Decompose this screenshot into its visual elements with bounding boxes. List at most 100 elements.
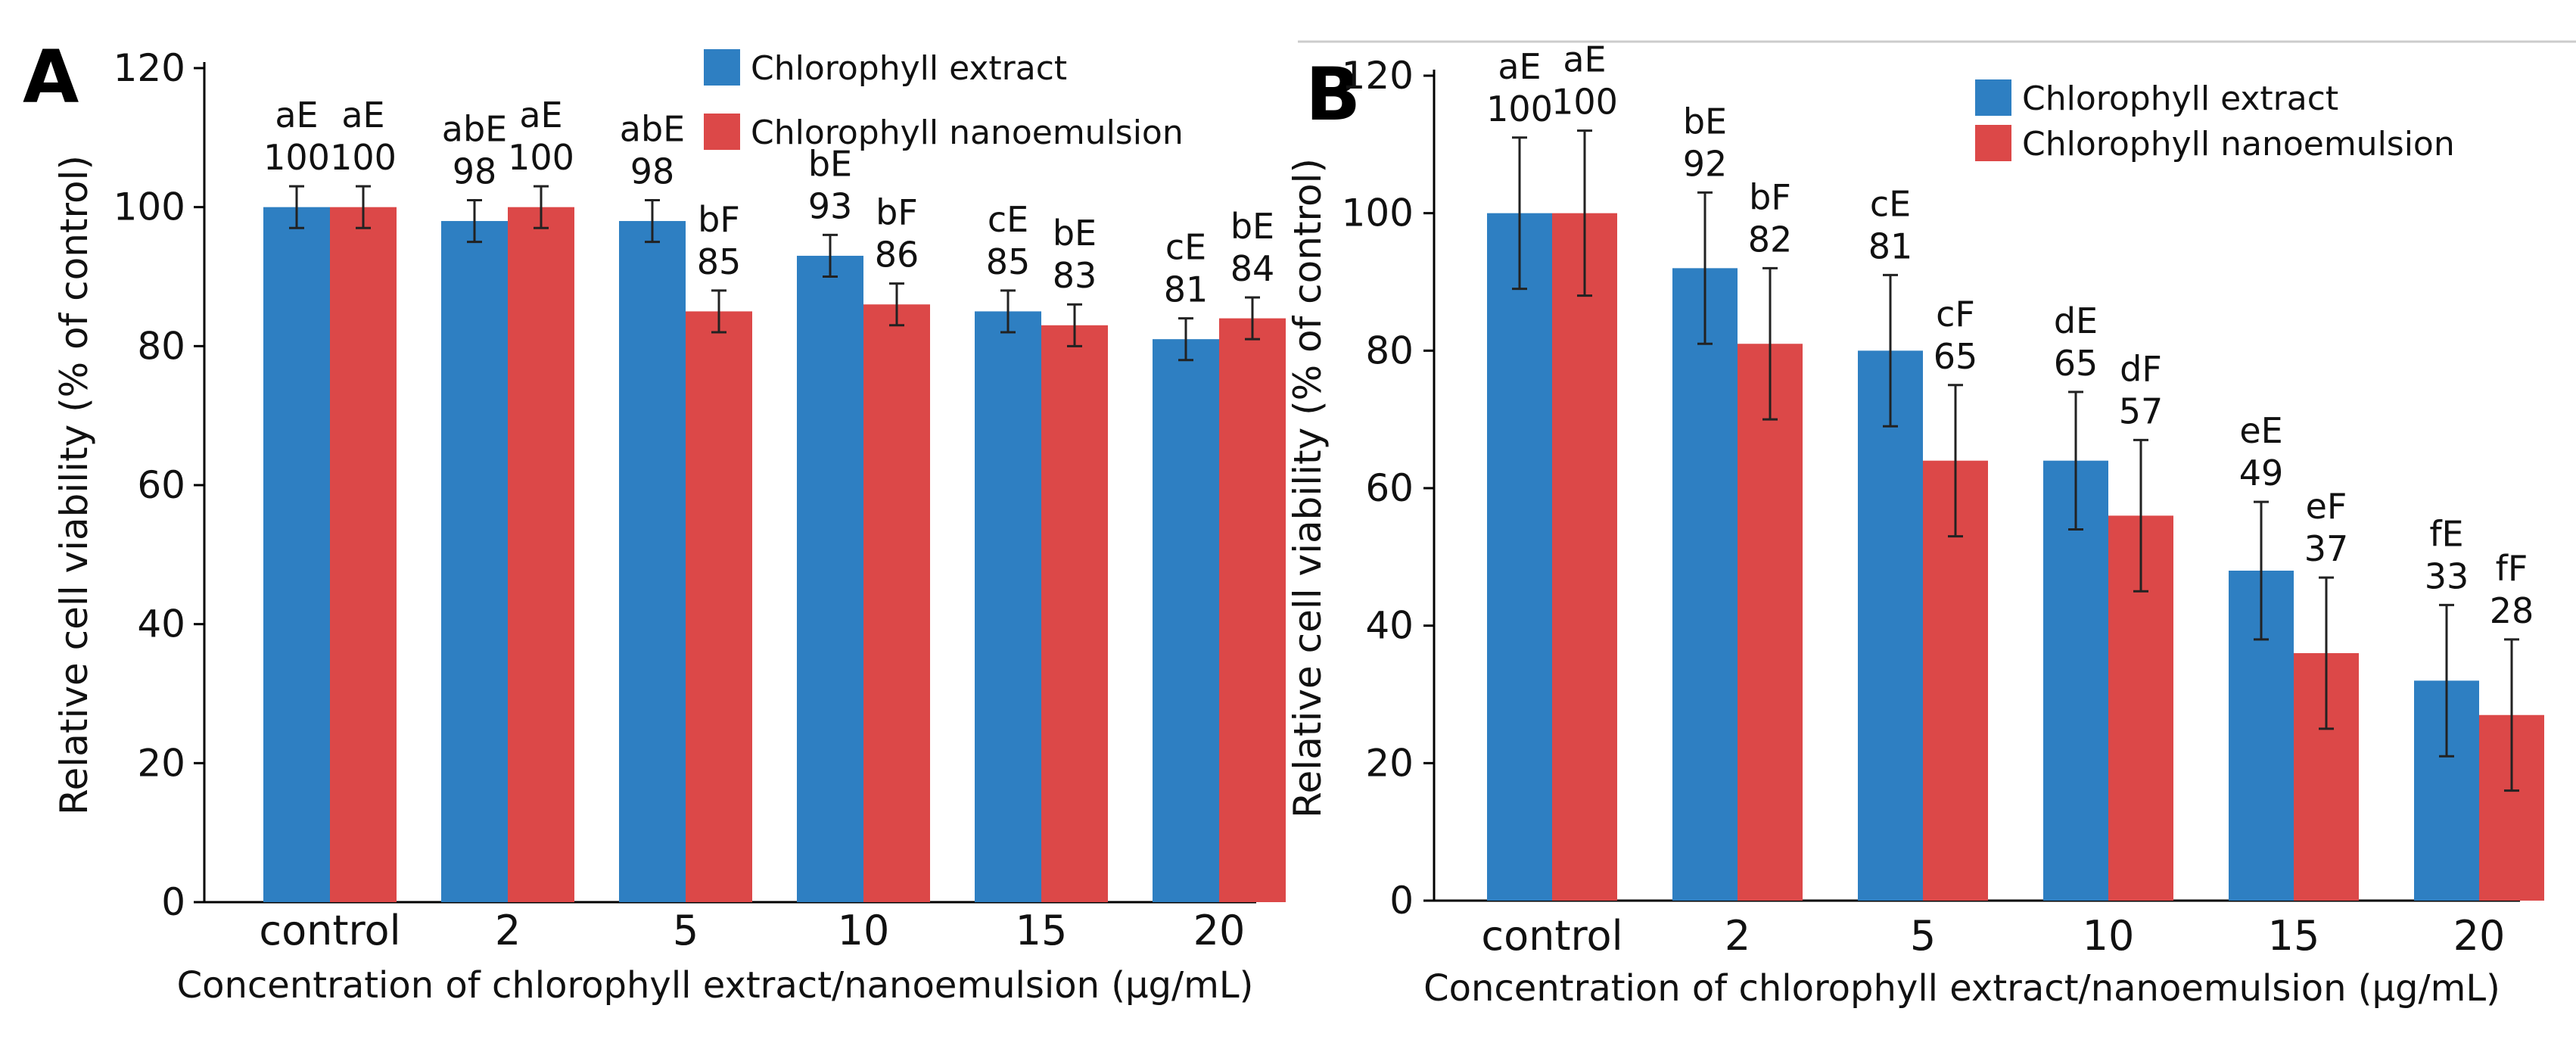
significance-label: cE [988, 199, 1028, 240]
y-tick-label: 0 [1389, 879, 1414, 923]
x-tick-label: 2 [1725, 912, 1750, 960]
data-label: 81 [1868, 226, 1913, 266]
y-axis-title: Relative cell viability (% of control) [52, 155, 96, 815]
significance-label: bE [808, 143, 852, 184]
significance-label: bE [1053, 213, 1097, 254]
data-label: 100 [330, 137, 397, 178]
data-label: 86 [875, 235, 919, 275]
legend-label-nanoemulsion: Chlorophyll nanoemulsion [751, 114, 1184, 152]
bar-extract [1858, 350, 1923, 901]
x-tick-label: 10 [838, 907, 890, 954]
significance-label: dE [2054, 300, 2098, 341]
significance-label: aE [1563, 39, 1606, 80]
x-tick-label: 15 [1016, 907, 1068, 954]
bar-nanoemulsion [1552, 213, 1617, 901]
significance-label: dF [2120, 348, 2162, 389]
data-label: 37 [2304, 528, 2349, 569]
bar-extract [975, 311, 1041, 903]
y-tick-label: 80 [137, 324, 185, 368]
significance-label: aE [1498, 46, 1541, 87]
data-label: 28 [2490, 590, 2534, 631]
y-tick-label: 40 [1365, 604, 1414, 648]
significance-label: cE [1870, 183, 1911, 224]
bar-nanoemulsion [330, 207, 397, 903]
y-tick-label: 120 [114, 46, 185, 90]
data-label: 33 [2425, 556, 2469, 596]
x-tick-label: 20 [1193, 907, 1246, 954]
legend-swatch-extract [1975, 79, 2011, 116]
data-label: 65 [1934, 336, 1978, 377]
bar-extract [1153, 339, 1219, 902]
x-tick-label: control [1481, 912, 1622, 960]
legend-swatch-nanoemulsion [704, 114, 740, 150]
data-label: 57 [2119, 391, 2164, 431]
significance-label: aE [341, 95, 384, 135]
data-label: 85 [697, 241, 742, 282]
significance-label: bE [1683, 101, 1727, 142]
data-label: 98 [453, 151, 497, 191]
significance-label: bF [876, 192, 918, 233]
y-axis-title: Relative cell viability (% of control) [1286, 158, 1330, 818]
x-tick-label: 20 [2453, 912, 2506, 960]
legend-label-extract: Chlorophyll extract [2022, 79, 2338, 118]
bar-extract [263, 207, 330, 903]
data-label: 81 [1164, 269, 1209, 310]
x-tick-label: control [259, 907, 400, 954]
significance-label: cE [1165, 227, 1206, 268]
data-label: 49 [2239, 453, 2284, 493]
significance-label: bF [1749, 176, 1791, 217]
data-label: 93 [808, 185, 853, 226]
bar-nanoemulsion [863, 304, 930, 902]
y-tick-label: 60 [137, 463, 185, 507]
bar-nanoemulsion [1219, 318, 1286, 903]
significance-label: cF [1936, 294, 1975, 335]
y-tick-label: 120 [1342, 54, 1414, 98]
significance-label: abE [620, 108, 685, 149]
legend-label-nanoemulsion: Chlorophyll nanoemulsion [2022, 125, 2455, 163]
data-label: 100 [263, 137, 330, 178]
data-label: 100 [508, 137, 574, 178]
bar-nanoemulsion [1738, 344, 1803, 901]
significance-label: bF [698, 199, 740, 240]
y-tick-label: 60 [1365, 466, 1414, 510]
data-label: 83 [1053, 255, 1097, 296]
significance-label: aE [275, 95, 318, 135]
legend-swatch-nanoemulsion [1975, 125, 2011, 161]
significance-label: fE [2429, 513, 2463, 554]
data-label: 85 [986, 241, 1031, 282]
data-label: 92 [1683, 143, 1728, 184]
y-tick-label: 0 [161, 880, 185, 924]
x-tick-label: 10 [2083, 912, 2135, 960]
bar-extract [2043, 460, 2108, 901]
significance-label: aE [519, 95, 562, 135]
data-label: 65 [2054, 343, 2098, 384]
legend-swatch-extract [704, 49, 740, 86]
chart-panel-a: A 0 20 40 60 80 100 120 Relative cell viability … [23, 35, 1286, 1007]
bar-nanoemulsion [1041, 325, 1108, 902]
significance-label: bE [1230, 206, 1274, 247]
bar-nanoemulsion [686, 311, 752, 903]
x-tick-label: 2 [495, 907, 521, 954]
x-tick-label: 15 [2268, 912, 2320, 960]
significance-label: eE [2239, 410, 2282, 451]
significance-label: fF [2496, 548, 2528, 589]
chart-panel-b: B 0 20 40 60 80 100 120 Relative cell viability … [1286, 39, 2544, 1010]
significance-label: eF [2306, 486, 2347, 527]
bar-extract [1487, 213, 1552, 901]
panel-letter: B [1305, 52, 1361, 137]
bar-extract [441, 221, 508, 902]
bar-extract [1672, 268, 1738, 901]
y-tick-label: 100 [1342, 191, 1414, 235]
data-label: 98 [630, 151, 675, 191]
legend-label-extract: Chlorophyll extract [751, 49, 1067, 88]
x-axis-title: Concentration of chlorophyll extract/nan… [1423, 967, 2500, 1010]
bar-nanoemulsion [508, 207, 574, 903]
x-tick-label: 5 [673, 907, 698, 954]
y-tick-label: 20 [137, 741, 185, 785]
y-tick-label: 20 [1365, 741, 1414, 785]
data-label: 100 [1551, 82, 1618, 123]
bar-extract [619, 221, 686, 902]
data-label: 84 [1230, 248, 1275, 289]
bar-extract [797, 255, 863, 902]
